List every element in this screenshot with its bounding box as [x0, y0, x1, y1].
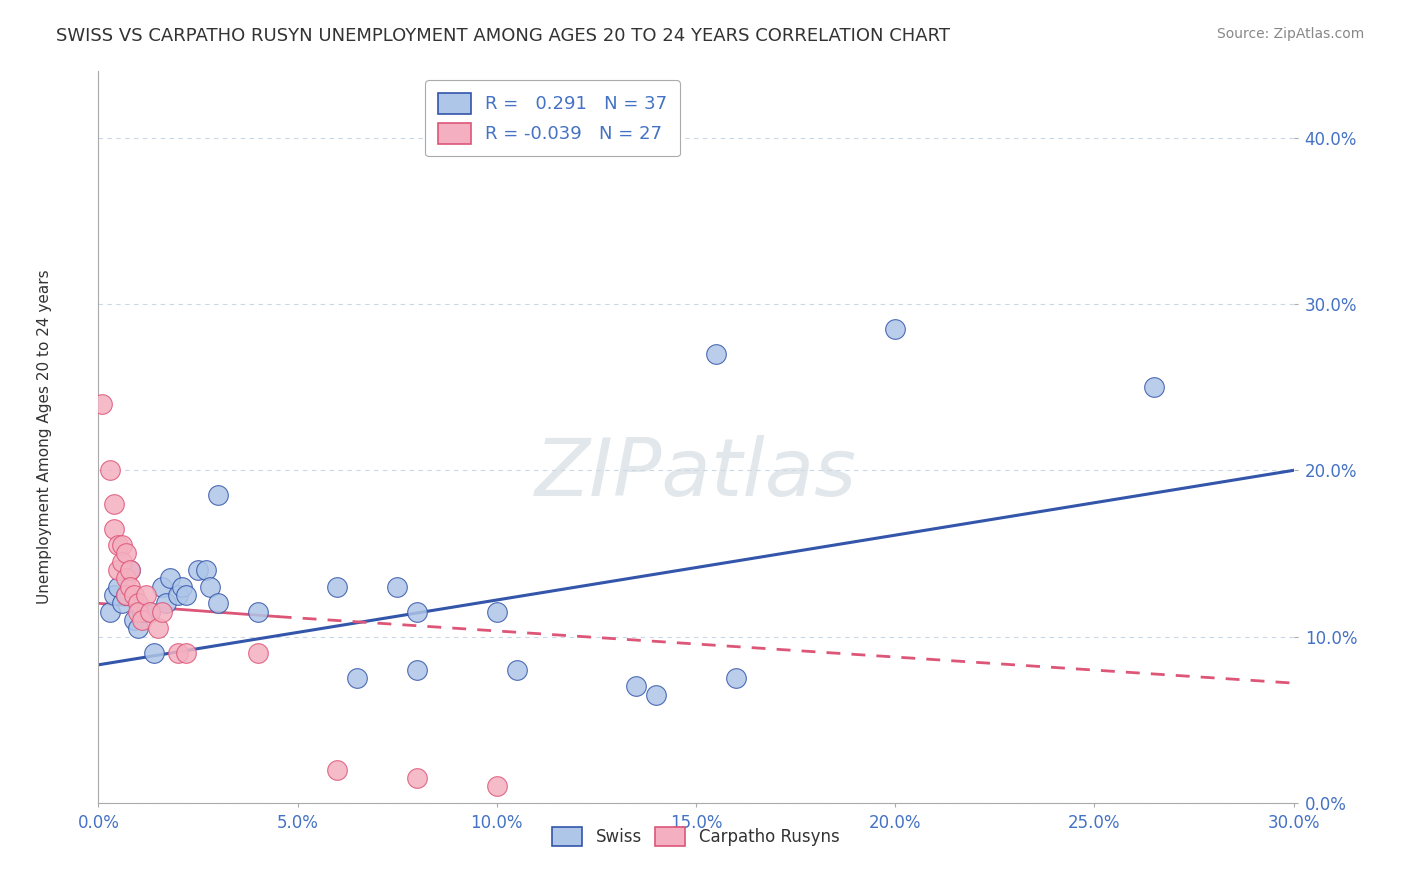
Point — [111, 538, 134, 552]
Point — [150, 580, 173, 594]
Point — [406, 605, 429, 619]
Point — [724, 671, 747, 685]
Point — [135, 605, 157, 619]
Point — [172, 580, 194, 594]
Point — [107, 580, 129, 594]
Point — [115, 571, 138, 585]
Point — [127, 596, 149, 610]
Point — [98, 463, 122, 477]
Point — [645, 688, 668, 702]
Point — [246, 605, 269, 619]
Point — [167, 588, 190, 602]
Point — [120, 580, 142, 594]
Point — [111, 596, 134, 610]
Point — [107, 563, 129, 577]
Point — [124, 588, 146, 602]
Point — [148, 621, 170, 635]
Point — [406, 771, 429, 785]
Point — [107, 538, 129, 552]
Legend: Swiss, Carpatho Rusyns: Swiss, Carpatho Rusyns — [546, 821, 846, 853]
Point — [127, 605, 149, 619]
Point — [884, 322, 907, 336]
Point — [187, 563, 209, 577]
Point — [155, 596, 177, 610]
Point — [246, 646, 269, 660]
Point — [406, 663, 429, 677]
Point — [120, 563, 142, 577]
Point — [111, 555, 134, 569]
Point — [135, 588, 157, 602]
Point — [139, 605, 162, 619]
Point — [143, 646, 166, 660]
Point — [346, 671, 368, 685]
Point — [167, 646, 190, 660]
Point — [506, 663, 529, 677]
Point — [103, 588, 125, 602]
Point — [91, 397, 114, 411]
Point — [485, 779, 508, 793]
Point — [150, 605, 173, 619]
Point — [124, 613, 146, 627]
Point — [195, 563, 218, 577]
Point — [626, 680, 648, 694]
Point — [207, 488, 229, 502]
Point — [704, 347, 727, 361]
Text: SWISS VS CARPATHO RUSYN UNEMPLOYMENT AMONG AGES 20 TO 24 YEARS CORRELATION CHART: SWISS VS CARPATHO RUSYN UNEMPLOYMENT AMO… — [56, 27, 950, 45]
Point — [207, 596, 229, 610]
Point — [326, 763, 349, 777]
Point — [1143, 380, 1166, 394]
Point — [385, 580, 409, 594]
Point — [198, 580, 221, 594]
Point — [485, 605, 508, 619]
Point — [115, 588, 138, 602]
Point — [131, 605, 153, 619]
Point — [98, 605, 122, 619]
Text: ZIPatlas: ZIPatlas — [534, 434, 858, 513]
Point — [326, 580, 349, 594]
Text: Unemployment Among Ages 20 to 24 years: Unemployment Among Ages 20 to 24 years — [37, 269, 52, 605]
Text: Source: ZipAtlas.com: Source: ZipAtlas.com — [1216, 27, 1364, 41]
Point — [139, 605, 162, 619]
Point — [120, 563, 142, 577]
Point — [103, 521, 125, 535]
Point — [174, 646, 197, 660]
Point — [115, 588, 138, 602]
Point — [159, 571, 181, 585]
Point — [115, 546, 138, 560]
Point — [174, 588, 197, 602]
Point — [103, 497, 125, 511]
Point — [127, 621, 149, 635]
Point — [131, 613, 153, 627]
